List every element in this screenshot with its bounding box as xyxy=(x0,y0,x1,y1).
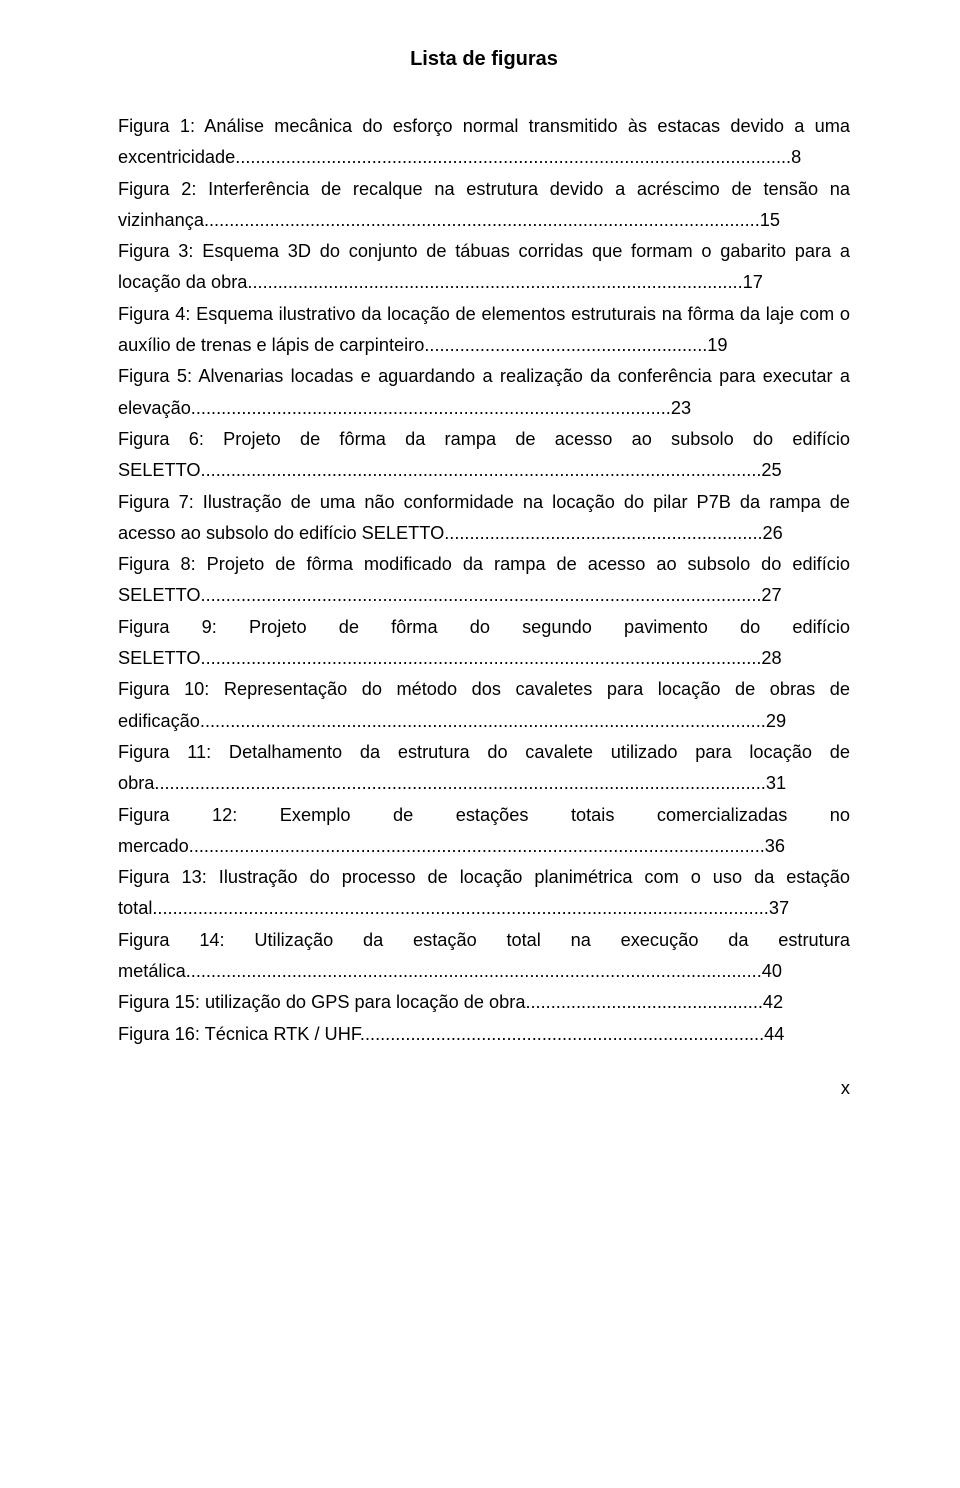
figure-entry: Figura 4: Esquema ilustrativo da locação… xyxy=(118,299,850,362)
page-number: x xyxy=(118,1078,850,1099)
figure-entry: Figura 11: Detalhamento da estrutura do … xyxy=(118,737,850,800)
figure-entry: Figura 9: Projeto de fôrma do segundo pa… xyxy=(118,612,850,675)
figure-entry: Figura 2: Interferência de recalque na e… xyxy=(118,174,850,237)
figure-entry: Figura 15: utilização do GPS para locaçã… xyxy=(118,987,850,1018)
page-title: Lista de figuras xyxy=(118,48,850,71)
figure-list: Figura 1: Análise mecânica do esforço no… xyxy=(118,111,850,1050)
figure-entry: Figura 7: Ilustração de uma não conformi… xyxy=(118,487,850,550)
figure-entry: Figura 12: Exemplo de estações totais co… xyxy=(118,800,850,863)
figure-entry: Figura 14: Utilização da estação total n… xyxy=(118,925,850,988)
figure-entry: Figura 13: Ilustração do processo de loc… xyxy=(118,862,850,925)
figure-entry: Figura 6: Projeto de fôrma da rampa de a… xyxy=(118,424,850,487)
document-page: Lista de figuras Figura 1: Análise mecân… xyxy=(0,0,960,1139)
figure-entry: Figura 16: Técnica RTK / UHF............… xyxy=(118,1019,850,1050)
figure-entry: Figura 5: Alvenarias locadas e aguardand… xyxy=(118,361,850,424)
figure-entry: Figura 3: Esquema 3D do conjunto de tábu… xyxy=(118,236,850,299)
figure-entry: Figura 10: Representação do método dos c… xyxy=(118,674,850,737)
figure-entry: Figura 1: Análise mecânica do esforço no… xyxy=(118,111,850,174)
figure-entry: Figura 8: Projeto de fôrma modificado da… xyxy=(118,549,850,612)
